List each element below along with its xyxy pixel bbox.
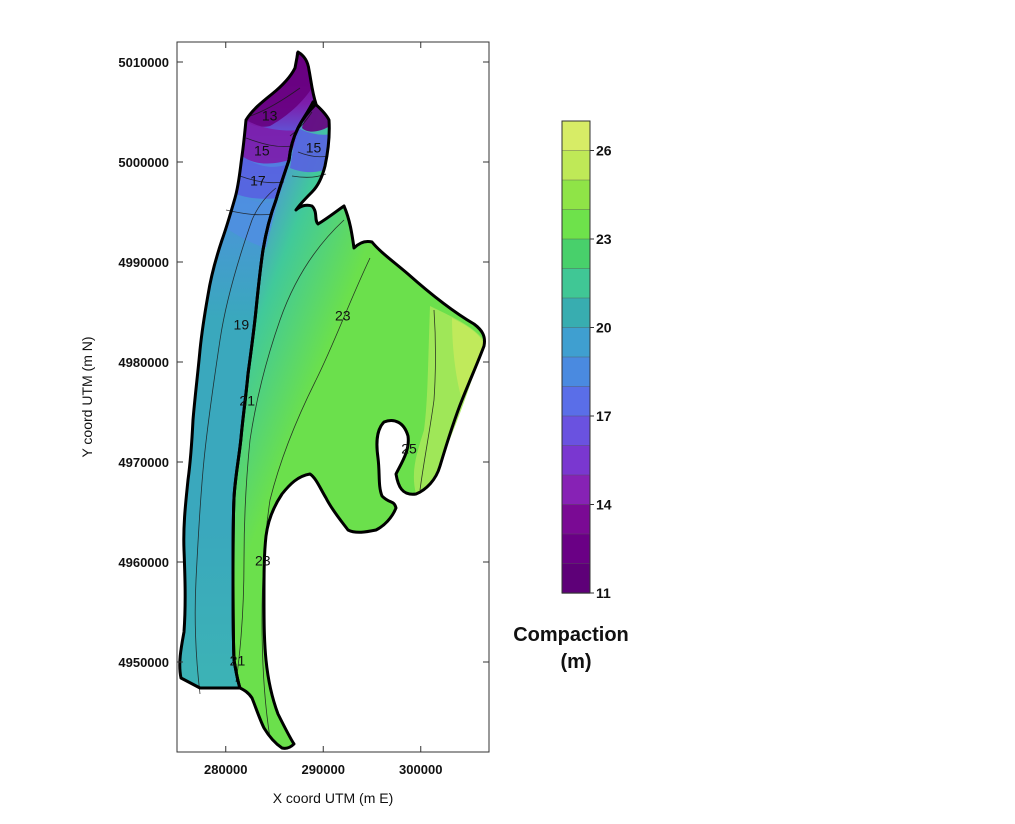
legend-swatch [561,209,591,240]
legend-tick-label: 14 [596,497,612,513]
legend-frame [561,120,591,594]
y-tick-label: 4980000 [118,355,169,370]
contour-label: 15 [306,140,322,156]
y-tick-label: 4990000 [118,255,169,270]
y-tick-label: 5000000 [118,155,169,170]
legend-tick-label: 17 [596,408,612,424]
x-tick-label: 280000 [204,762,247,777]
legend-swatch [561,386,591,417]
contour-line [194,187,277,695]
y-tick-label: 4960000 [118,555,169,570]
legend-tick-label: 26 [596,143,612,159]
x-tick-label: 300000 [399,762,442,777]
legend-swatch [561,120,591,152]
legend-title-line2: (m) [560,651,591,673]
contour-label: 23 [255,553,271,569]
low-compaction-zone-east [290,128,330,173]
color-legend: 26 23 20 17 14 11 [561,120,612,601]
contour-line [235,219,345,683]
contour-line [289,111,313,137]
legend-swatch [561,563,591,594]
contour-line [261,257,371,739]
contour-label: 25 [401,441,417,457]
contour-label: 19 [234,317,250,333]
legend-tick-label: 20 [596,320,612,336]
x-axis-title: X coord UTM (m E) [273,790,394,806]
contour-label: 13 [262,108,278,124]
contour-label: 21 [230,653,246,669]
x-tick-label: 290000 [302,762,345,777]
y-tick-label: 5010000 [118,55,169,70]
axis-ticks: 280000 290000 300000 4950000 4960000 4970000 4… [118,42,489,777]
y-tick-label: 4950000 [118,655,169,670]
legend-swatch [561,504,591,535]
contour-label: 21 [239,393,255,409]
legend-tick-label: 23 [596,231,612,247]
east-region-boundary [231,100,486,750]
legend-swatch [561,415,591,447]
y-axis-title: Y coord UTM (m N) [79,336,95,457]
contour-labels: 13 15 15 17 19 21 23 25 23 21 [230,108,417,669]
legend-swatch [561,150,591,181]
legend-swatch [561,179,591,211]
legend-swatch [561,533,591,565]
contour-line [419,309,436,491]
legend-swatch [561,474,591,506]
contour-label: 17 [250,173,266,189]
contour-label: 23 [335,308,351,324]
contour-line [249,87,301,117]
legend-swatch [561,268,591,299]
region-boundaries [178,50,486,750]
legend-swatch [561,297,591,329]
highest-compaction-zone [452,318,484,400]
legend-title-line1: Compaction [513,624,629,646]
legend-swatch [561,445,591,476]
legend-tick-label: 11 [596,585,611,601]
contour-label: 15 [254,143,270,159]
y-tick-label: 4970000 [118,455,169,470]
legend-swatch [561,327,591,358]
east-compaction-region [233,102,485,749]
legend-swatch [561,356,591,388]
contour-line [245,137,293,147]
legend-swatch [561,238,591,270]
low-compaction-zone [242,120,300,164]
